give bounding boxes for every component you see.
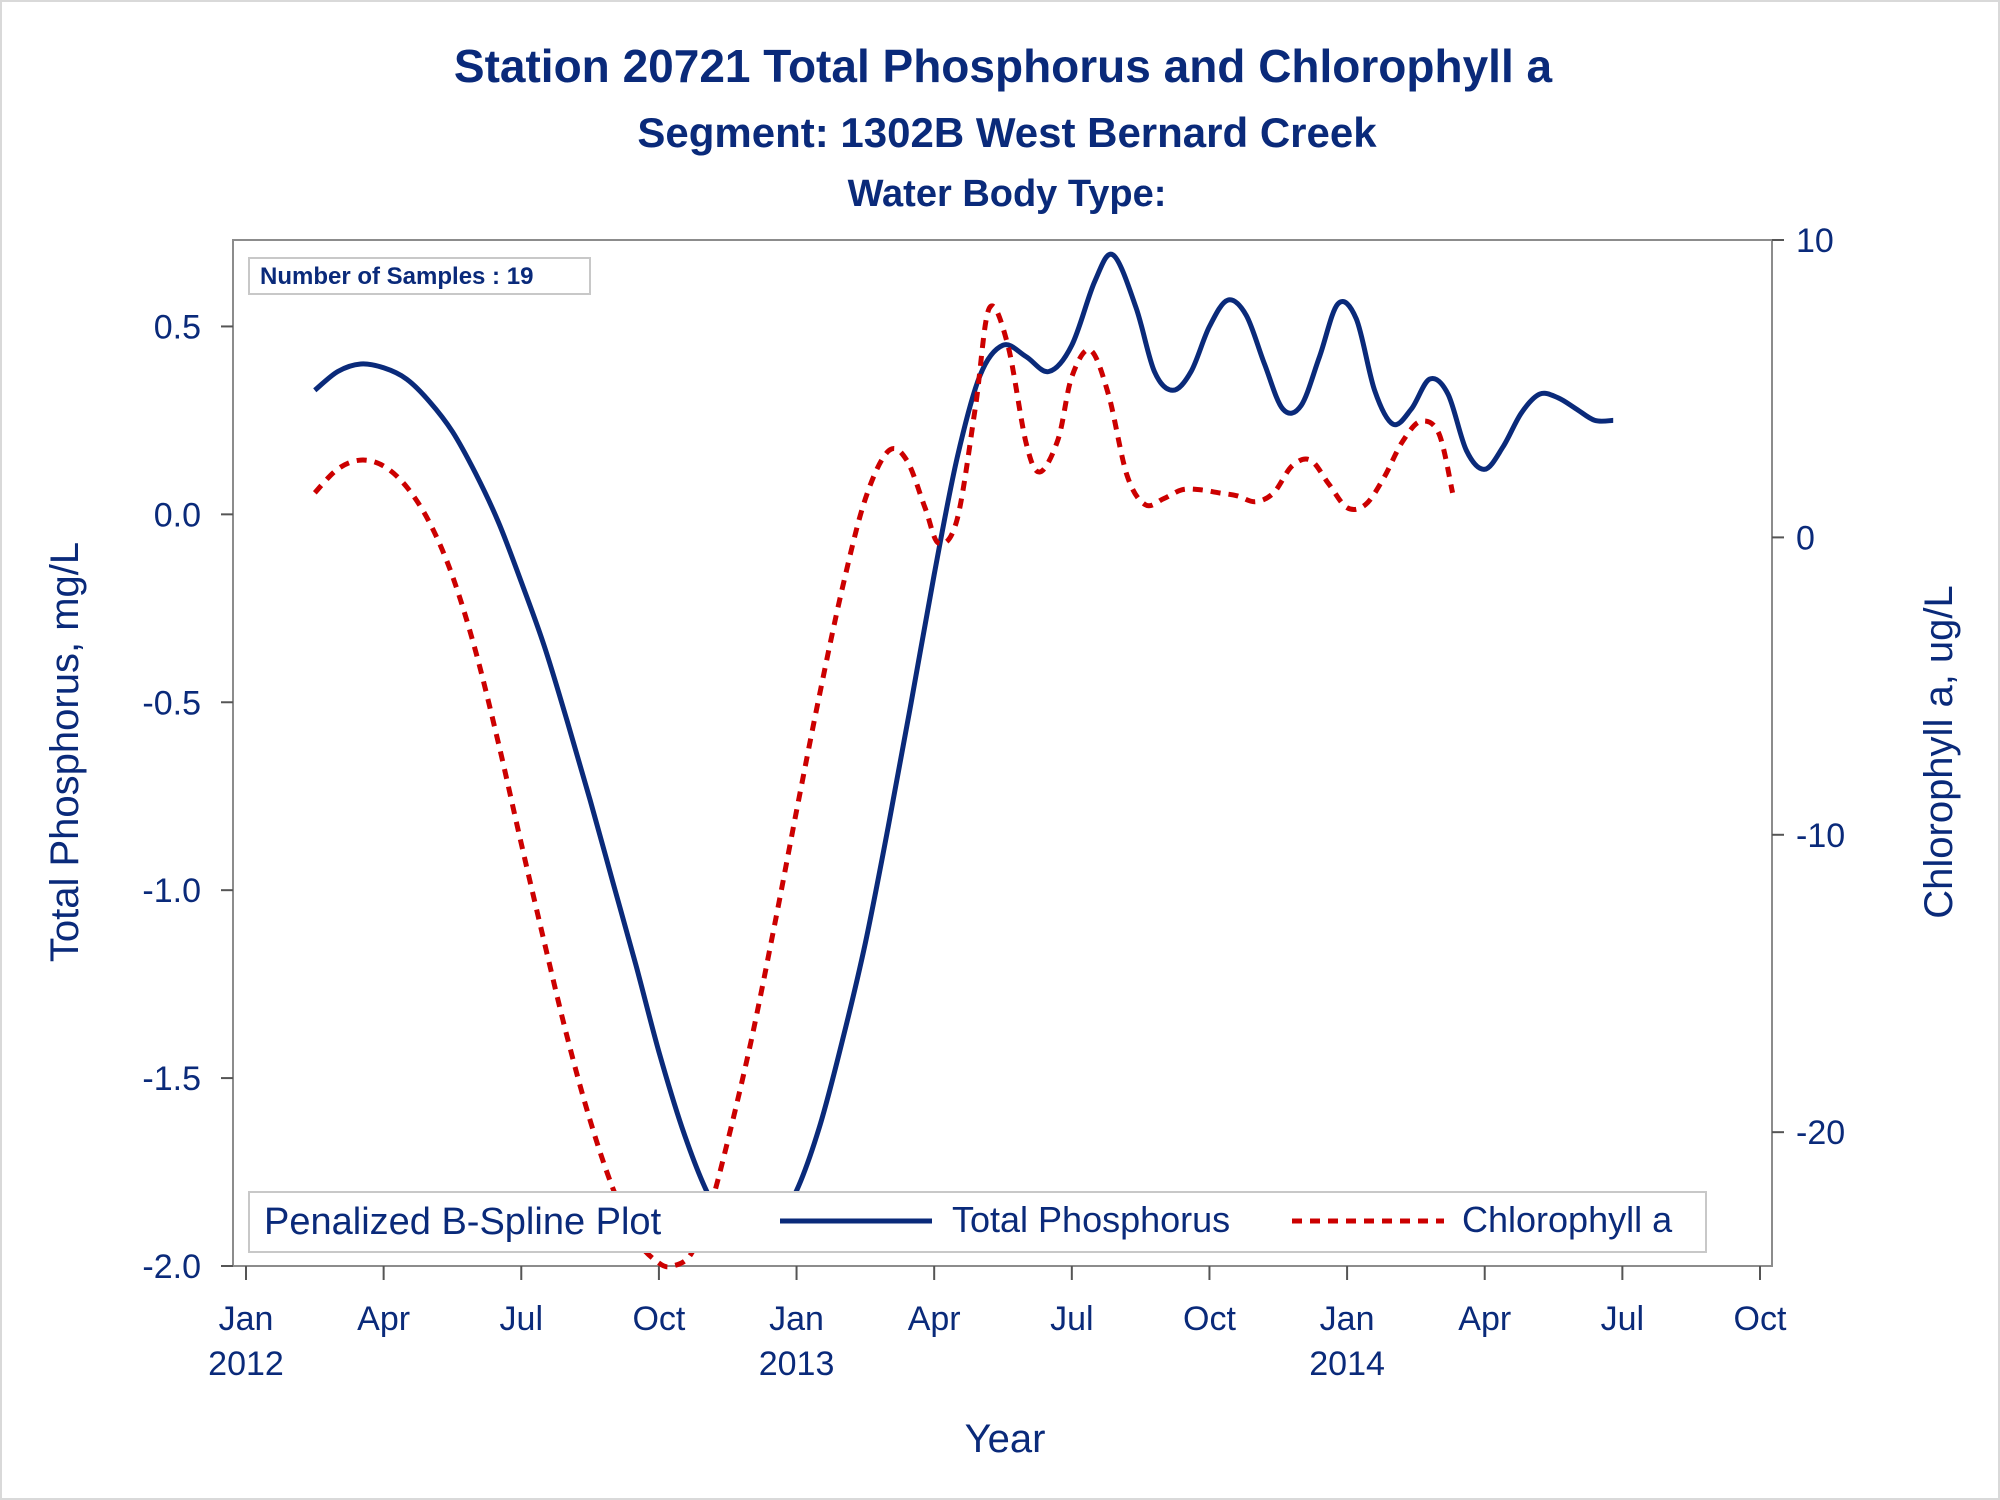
y-tick-label: -1.5 <box>142 1060 201 1098</box>
x-tick-label: Jul <box>500 1300 543 1338</box>
legend-label-chlorophyll-a: Chlorophyll a <box>1462 1199 1673 1240</box>
plot-area <box>232 239 1773 1267</box>
y2-tick-label: 10 <box>1796 222 1834 260</box>
y-tick-label: -2.0 <box>142 1248 201 1286</box>
legend-label-total-phosphorus: Total Phosphorus <box>952 1199 1230 1240</box>
x-tick-label: Jan <box>219 1300 274 1338</box>
x-tick-label: Apr <box>357 1300 410 1338</box>
x-tick-label: Jul <box>1050 1300 1093 1338</box>
x-tick-label: Jan <box>1320 1300 1375 1338</box>
x-axis-label: Year <box>965 1417 1046 1461</box>
series-line-total-phosphorus <box>313 251 1614 1246</box>
chart-subtitle-2: Water Body Type: <box>848 173 1167 215</box>
sample-count-text: Number of Samples : 19 <box>260 263 533 290</box>
sample-count-box <box>248 257 591 295</box>
x-tick-year-label: 2013 <box>759 1345 835 1383</box>
x-tick-label: Apr <box>1458 1300 1511 1338</box>
y2-tick-label: 0 <box>1796 519 1815 557</box>
y2-tick-label: -20 <box>1796 1114 1845 1152</box>
y-axis-label: Total Phosphorus, mg/L <box>43 542 87 962</box>
x-tick-label: Jul <box>1601 1300 1644 1338</box>
y-tick-label: -0.5 <box>142 684 201 722</box>
x-tick-label: Oct <box>1183 1300 1236 1338</box>
x-tick-label: Oct <box>1734 1300 1787 1338</box>
x-tick-label: Jan <box>769 1300 824 1338</box>
x-tick-year-label: 2014 <box>1309 1345 1385 1383</box>
x-tick-label: Apr <box>908 1300 961 1338</box>
y-tick-label: -1.0 <box>142 872 201 910</box>
y-tick-label: 0.0 <box>154 496 201 534</box>
series-line-chlorophyll-a <box>312 303 1456 1270</box>
x-tick-label: Oct <box>632 1300 685 1338</box>
legend-title: Penalized B-Spline Plot <box>264 1201 662 1243</box>
x-tick-year-label: 2012 <box>208 1345 284 1383</box>
axes: Jan 2012 Apr Jul Oct Jan 2013 Apr Jul Oct Jan 2014 A… <box>142 222 1845 1383</box>
chart-title: Station 20721 Total Phosphorus and Chlor… <box>454 40 1553 92</box>
legend-box <box>248 1191 1707 1253</box>
y-tick-label: 0.5 <box>154 308 201 346</box>
y2-axis-label: Chlorophyll a, ug/L <box>1917 585 1961 919</box>
chart-subtitle: Segment: 1302B West Bernard Creek <box>637 109 1377 156</box>
series-lines <box>312 251 1614 1270</box>
y2-tick-label: -10 <box>1796 817 1845 855</box>
